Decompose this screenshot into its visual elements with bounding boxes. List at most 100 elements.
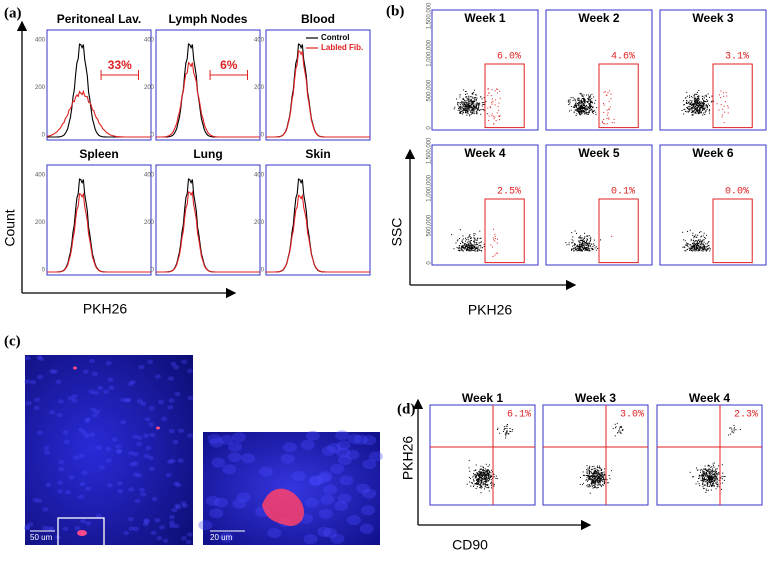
- event-dot: [703, 245, 705, 247]
- event-dot: [709, 478, 711, 480]
- plot-frame: [542, 404, 649, 506]
- event-dot: [586, 465, 588, 467]
- event-dot: [459, 107, 461, 109]
- event-dot: [472, 104, 474, 106]
- event-dot: [706, 106, 708, 108]
- event-dot: [693, 247, 695, 249]
- event-dot: [588, 472, 590, 474]
- nucleus: [73, 455, 80, 460]
- nucleus: [169, 520, 176, 525]
- event-dot: [466, 114, 468, 116]
- event-dot: [710, 484, 712, 486]
- event-dot: [461, 245, 463, 247]
- event-dot: [491, 487, 493, 489]
- y-axis-label: PKH26: [400, 436, 416, 481]
- event-dot: [702, 246, 704, 248]
- event-dot: [690, 108, 692, 110]
- event-dot: [461, 106, 463, 108]
- event-dot: [568, 103, 570, 105]
- event-dot: [475, 242, 477, 244]
- event-dot: [594, 476, 596, 478]
- event-dot: [598, 481, 600, 483]
- event-dot: [703, 104, 705, 106]
- event-dot: [707, 483, 709, 485]
- event-dot: [695, 467, 697, 469]
- cell-texture: [24, 355, 383, 545]
- event-dot: [588, 474, 590, 476]
- event-dot: [592, 473, 594, 475]
- event-dot: [702, 114, 704, 116]
- nucleus: [318, 471, 333, 482]
- event-dot: [695, 111, 697, 113]
- event-dot: [463, 102, 465, 104]
- event-dot: [475, 100, 477, 102]
- event-dot: [587, 112, 589, 114]
- event-dot: [572, 240, 574, 242]
- event-dot: [572, 236, 574, 238]
- event-dot: [503, 429, 505, 431]
- event-dot: [480, 237, 482, 239]
- event-dot: [686, 244, 688, 246]
- event-dot: [692, 106, 694, 108]
- event-dot: [586, 94, 588, 96]
- nucleus: [222, 464, 237, 475]
- event-dot: [698, 474, 700, 476]
- event-dot: [722, 482, 724, 484]
- event-dot: [689, 106, 691, 108]
- plot-frame: [656, 404, 763, 506]
- event-dot: [715, 479, 717, 481]
- event-dot: [690, 246, 692, 248]
- event-dot: [465, 93, 467, 95]
- nucleus: [144, 417, 151, 422]
- event-dot: [705, 470, 707, 472]
- event-dot: [699, 469, 701, 471]
- event-dot: [699, 231, 701, 233]
- event-dot: [466, 245, 468, 247]
- event-dot: [691, 110, 693, 112]
- event-dot: [488, 486, 490, 488]
- event-dot: [693, 249, 695, 251]
- event-dot: [597, 480, 599, 482]
- event-dot: [694, 241, 696, 243]
- event-dot: [488, 473, 490, 475]
- event-dot: [457, 109, 459, 111]
- event-dot: [474, 247, 476, 249]
- event-dot: [459, 106, 461, 108]
- event-dot: [694, 96, 696, 98]
- event-dot: [709, 475, 711, 477]
- event-dot: [468, 100, 470, 102]
- event-dot: [727, 112, 729, 114]
- event-dot: [607, 482, 609, 484]
- event-dot: [691, 103, 693, 105]
- event-dot: [476, 243, 478, 245]
- event-dot: [580, 108, 582, 110]
- nucleus: [45, 482, 52, 488]
- nucleus: [168, 515, 175, 520]
- event-dot: [511, 430, 513, 432]
- event-dot: [595, 472, 597, 474]
- nucleus: [105, 360, 112, 366]
- event-dot: [702, 472, 704, 474]
- nucleus: [49, 410, 56, 415]
- nucleus: [359, 523, 374, 534]
- event-dot: [490, 475, 492, 477]
- event-dot: [707, 475, 709, 477]
- event-dot: [620, 427, 622, 429]
- event-dot: [581, 111, 583, 113]
- plot-title: Week 4: [689, 391, 730, 405]
- event-dot: [703, 105, 705, 107]
- event-dot: [716, 473, 718, 475]
- event-dot: [470, 249, 472, 251]
- gate-label: 2.3%: [734, 410, 758, 421]
- event-dot: [478, 246, 480, 248]
- event-dot: [594, 467, 596, 469]
- event-dot: [480, 474, 482, 476]
- event-dot: [698, 475, 700, 477]
- event-dot: [709, 481, 711, 483]
- plot-title: Week 3: [692, 11, 733, 25]
- nucleus: [78, 494, 85, 500]
- event-dot: [614, 423, 616, 425]
- y-tick-label: 0: [261, 268, 265, 274]
- event-dot: [705, 110, 707, 112]
- event-dot: [587, 106, 589, 108]
